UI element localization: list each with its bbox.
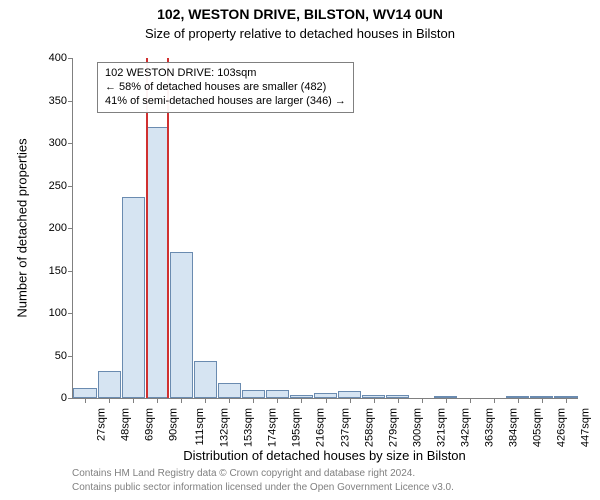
- x-tick-mark: [109, 398, 110, 403]
- annotation-line-1: 102 WESTON DRIVE: 103sqm: [105, 67, 346, 81]
- histogram-bar: [170, 252, 193, 398]
- x-tick-label: 90sqm: [168, 408, 180, 441]
- x-tick-label: 237sqm: [339, 408, 351, 447]
- x-tick-label: 363sqm: [483, 408, 495, 447]
- histogram-bar: [266, 390, 289, 399]
- y-tick-mark: [68, 228, 73, 229]
- x-tick-label: 279sqm: [387, 408, 399, 447]
- x-tick-mark: [229, 398, 230, 403]
- x-tick-mark: [374, 398, 375, 403]
- x-tick-label: 405sqm: [531, 408, 543, 447]
- histogram-bar: [242, 390, 265, 399]
- x-tick-label: 342sqm: [459, 408, 471, 447]
- x-tick-mark: [157, 398, 158, 403]
- x-tick-mark: [566, 398, 567, 403]
- x-tick-mark: [133, 398, 134, 403]
- x-tick-mark: [446, 398, 447, 403]
- x-tick-mark: [494, 398, 495, 403]
- y-tick-mark: [68, 313, 73, 314]
- y-tick-mark: [68, 186, 73, 187]
- x-tick-label: 69sqm: [144, 408, 156, 441]
- x-tick-label: 48sqm: [120, 408, 132, 441]
- x-tick-label: 447sqm: [580, 408, 592, 447]
- histogram-bar: [98, 371, 121, 398]
- x-tick-mark: [253, 398, 254, 403]
- x-tick-mark: [85, 398, 86, 403]
- histogram-bar: [146, 127, 169, 398]
- x-tick-label: 384sqm: [507, 408, 519, 447]
- x-tick-label: 195sqm: [291, 408, 303, 447]
- histogram-bar: [73, 388, 96, 398]
- footer-copyright: Contains HM Land Registry data © Crown c…: [72, 468, 415, 479]
- x-tick-label: 258sqm: [363, 408, 375, 447]
- y-tick-mark: [68, 101, 73, 102]
- x-tick-mark: [301, 398, 302, 403]
- x-tick-mark: [542, 398, 543, 403]
- y-tick-mark: [68, 271, 73, 272]
- histogram-bar: [194, 361, 217, 398]
- x-tick-mark: [422, 398, 423, 403]
- x-tick-mark: [350, 398, 351, 403]
- x-tick-label: 111sqm: [194, 408, 206, 446]
- x-tick-label: 426sqm: [555, 408, 567, 447]
- y-tick-mark: [68, 58, 73, 59]
- footer-licence: Contains public sector information licen…: [72, 482, 454, 493]
- annotation-line-2: ← 58% of detached houses are smaller (48…: [105, 81, 346, 95]
- x-tick-mark: [398, 398, 399, 403]
- chart-container: { "chart": { "type": "histogram", "title…: [0, 0, 600, 500]
- chart-title: 102, WESTON DRIVE, BILSTON, WV14 0UN: [0, 6, 600, 22]
- x-axis-label: Distribution of detached houses by size …: [72, 448, 577, 463]
- x-tick-mark: [181, 398, 182, 403]
- y-tick-mark: [68, 356, 73, 357]
- chart-subtitle: Size of property relative to detached ho…: [0, 26, 600, 41]
- y-tick-mark: [68, 398, 73, 399]
- x-tick-label: 216sqm: [315, 408, 327, 447]
- histogram-bar: [218, 383, 241, 398]
- x-tick-label: 132sqm: [219, 408, 231, 447]
- histogram-bar: [122, 197, 145, 398]
- x-tick-label: 27sqm: [96, 408, 108, 441]
- annotation-line-3: 41% of semi-detached houses are larger (…: [105, 95, 346, 109]
- x-tick-label: 174sqm: [267, 408, 279, 447]
- x-tick-label: 321sqm: [435, 408, 447, 447]
- x-tick-mark: [205, 398, 206, 403]
- property-annotation-box: 102 WESTON DRIVE: 103sqm ← 58% of detach…: [97, 62, 354, 113]
- y-axis-label: Number of detached properties: [15, 138, 30, 317]
- x-tick-mark: [470, 398, 471, 403]
- x-tick-mark: [518, 398, 519, 403]
- x-tick-mark: [326, 398, 327, 403]
- y-tick-mark: [68, 143, 73, 144]
- x-tick-mark: [277, 398, 278, 403]
- x-tick-label: 153sqm: [243, 408, 255, 447]
- histogram-bar: [338, 391, 361, 398]
- x-tick-label: 300sqm: [411, 408, 423, 447]
